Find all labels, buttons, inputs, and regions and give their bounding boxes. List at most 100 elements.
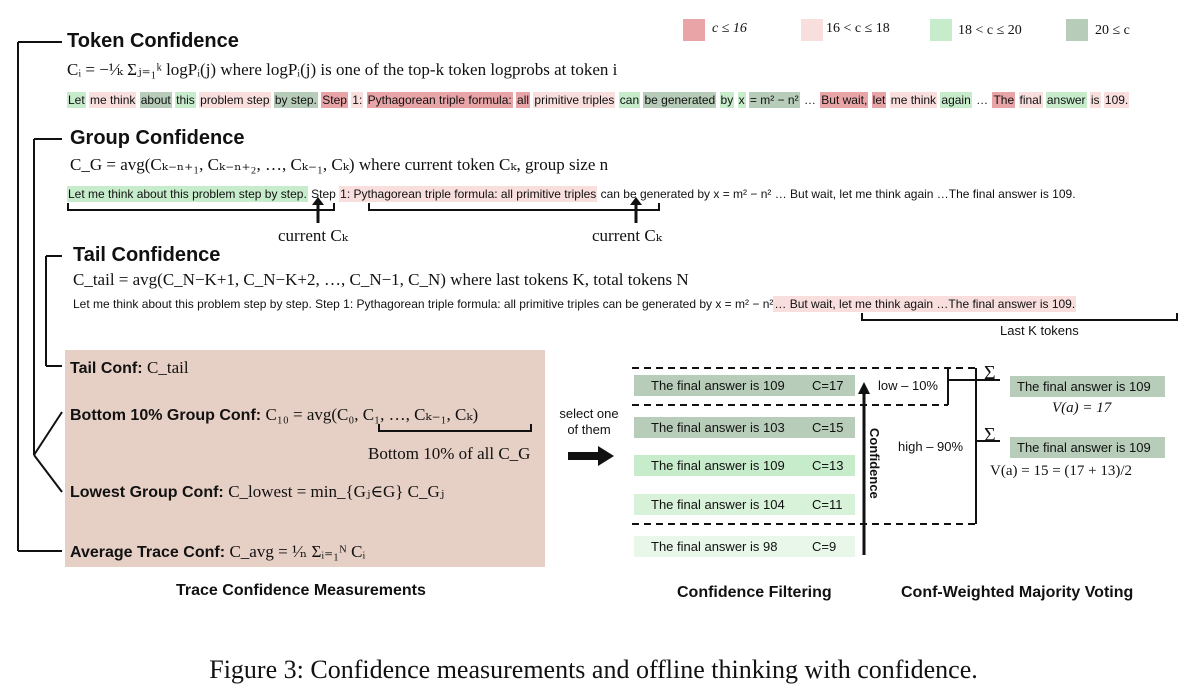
lowest-conf-label: Lowest Group Conf:	[70, 484, 224, 501]
vote-result-high-text: The final answer is 109	[1017, 440, 1151, 455]
token-chip: 109.	[1103, 92, 1130, 108]
tail-bracket	[861, 313, 1178, 321]
vote-result-low-value: V(a) = 17	[1052, 400, 1112, 416]
vote-result-low-text: The final answer is 109	[1017, 379, 1151, 394]
legend-swatch-4	[1066, 19, 1088, 41]
select-one-label: select one of them	[559, 406, 619, 437]
measurements-caption: Trace Confidence Measurements	[176, 582, 426, 599]
token-chip: x	[737, 92, 746, 108]
tail-confidence-title: Tail Confidence	[73, 244, 221, 266]
answer-row: The final answer is 98 C=9	[634, 536, 855, 557]
token-confidence-tokens: Let me think about this problem step by …	[67, 92, 1130, 108]
filtering-caption: Confidence Filtering	[677, 584, 832, 601]
sigma-high: Σ	[984, 424, 996, 446]
token-chip: Step	[321, 92, 348, 108]
current-token-label-2: current Cₖ	[592, 226, 662, 245]
token-chip: But wait,	[820, 92, 869, 108]
figure-caption: Figure 3: Confidence measurements and of…	[209, 655, 978, 684]
sigma-low: Σ	[984, 362, 996, 384]
token-chip: me think	[89, 92, 137, 108]
answer-confidence: C=9	[812, 539, 837, 554]
legend-label-1: c ≤ 16	[712, 21, 747, 36]
confidence-axis-label: Confidence	[867, 428, 882, 499]
token-chip: be generated	[643, 92, 717, 108]
current-token-label-1: current Cₖ	[278, 226, 348, 245]
token-chip: primitive triples	[533, 92, 616, 108]
answer-text: The final answer is 103	[651, 420, 785, 435]
token-chip: The	[992, 92, 1016, 108]
answer-text: The final answer is 109	[651, 458, 785, 473]
answer-text: The final answer is 104	[651, 497, 785, 512]
average-conf-label: Average Trace Conf:	[70, 544, 226, 561]
legend-swatch-1	[683, 19, 705, 41]
answer-confidence: C=15	[812, 420, 844, 435]
tail-confidence-text: Let me think about this problem step by …	[73, 296, 1077, 312]
token-chip: all	[516, 92, 531, 108]
token-chip: can	[618, 92, 641, 108]
answer-row: The final answer is 109 C=17	[634, 375, 855, 396]
vote-result-low: The final answer is 109	[1010, 376, 1165, 397]
group-confidence-formula: C_G = avg(Cₖ₋ₙ₊₁, Cₖ₋ₙ₊₂, …, Cₖ₋₁, Cₖ) w…	[70, 155, 609, 174]
token-chip: final	[1018, 92, 1043, 108]
filtering-lines	[632, 367, 1000, 555]
group-segment-2: 1: Pythagorean triple formula: all primi…	[339, 186, 598, 202]
tail-last-k-label: Last K tokens	[1000, 323, 1079, 338]
average-conf-formula: C_avg = ¹⁄ₙ Σᵢ₌₁ᴺ Cᵢ	[229, 542, 366, 561]
current-token-arrows	[312, 197, 642, 223]
tail-text-main: Let me think about this problem step by …	[73, 297, 774, 311]
tail-text-last-k: … But wait, let me think again …The fina…	[773, 296, 1077, 312]
group-segment-rest: can be generated by x = m² − n² … But wa…	[597, 187, 1076, 201]
token-confidence-formula: Cᵢ = −¹⁄ₖ Σⱼ₌₁ᵏ logPᵢ(j) where logPᵢ(j) …	[67, 60, 618, 79]
group-segment-mid: Step	[307, 187, 340, 201]
tail-conf-label: Tail Conf:	[70, 360, 143, 377]
token-chip: this	[175, 92, 196, 108]
token-chip: let	[871, 92, 887, 108]
token-chip: Let	[67, 92, 86, 108]
bottom-conf-formula: C₁₀ = avg(C₀, C₁, …, Cₖ₋₁, Cₖ)	[265, 405, 479, 424]
voting-caption: Conf-Weighted Majority Voting	[901, 584, 1134, 601]
token-chip: Pythagorean triple formula:	[366, 92, 513, 108]
answer-row: The final answer is 109 C=13	[634, 455, 855, 476]
answer-row: The final answer is 104 C=11	[634, 494, 855, 515]
token-chip: me think	[889, 92, 938, 108]
token-chip: = m² − n²	[748, 92, 800, 108]
bottom-conf-row: Bottom 10% Group Conf: C₁₀ = avg(C₀, C₁,…	[70, 405, 478, 425]
token-chip: 1:	[351, 92, 364, 108]
token-chip: by	[719, 92, 735, 108]
answer-text: The final answer is 98	[651, 539, 778, 554]
token-chip: …	[976, 93, 989, 107]
legend-label-2: 16 < c ≤ 18	[826, 21, 890, 36]
lowest-conf-row: Lowest Group Conf: C_lowest = min_{Gⱼ∈G}…	[70, 482, 444, 502]
legend-label-3: 18 < c ≤ 20	[958, 23, 1022, 38]
group-confidence-title: Group Confidence	[70, 127, 245, 149]
token-chip: problem step	[199, 92, 271, 108]
high-percent-label: high – 90%	[898, 439, 964, 454]
tail-conf-formula: C_tail	[147, 358, 189, 377]
group-bracket-1	[67, 203, 335, 211]
lowest-conf-formula: C_lowest = min_{Gⱼ∈G} C_Gⱼ	[228, 482, 445, 501]
group-confidence-text: Let me think about this problem step by …	[67, 186, 1076, 202]
group-segment-1: Let me think about this problem step by …	[67, 186, 308, 202]
token-chip: by step.	[273, 92, 318, 108]
vote-result-high: The final answer is 109	[1010, 437, 1165, 458]
token-chip: answer	[1045, 92, 1087, 108]
tree-connector	[17, 41, 63, 552]
group-bracket-2	[368, 203, 660, 211]
average-conf-row: Average Trace Conf: C_avg = ¹⁄ₙ Σᵢ₌₁ᴺ Cᵢ	[70, 542, 365, 562]
bottom-conf-bracket	[378, 424, 532, 432]
answer-row: The final answer is 103 C=15	[634, 417, 855, 438]
select-arrow	[568, 446, 614, 466]
tail-conf-row: Tail Conf: C_tail	[70, 358, 189, 378]
legend-label-4: 20 ≤ c	[1095, 23, 1130, 38]
answer-confidence: C=17	[812, 378, 844, 393]
answer-confidence: C=11	[812, 497, 843, 512]
bottom-conf-label: Bottom 10% Group Conf:	[70, 407, 262, 424]
token-chip: again	[940, 92, 972, 108]
legend-swatch-3	[930, 19, 952, 41]
low-percent-label: low – 10%	[878, 378, 938, 393]
token-chip: …	[803, 93, 816, 107]
tail-confidence-formula: C_tail = avg(C_N−K+1, C_N−K+2, …, C_N−1,…	[73, 270, 689, 289]
answer-text: The final answer is 109	[651, 378, 785, 393]
bottom-conf-note: Bottom 10% of all C_G	[368, 444, 531, 463]
answer-confidence: C=13	[812, 458, 844, 473]
